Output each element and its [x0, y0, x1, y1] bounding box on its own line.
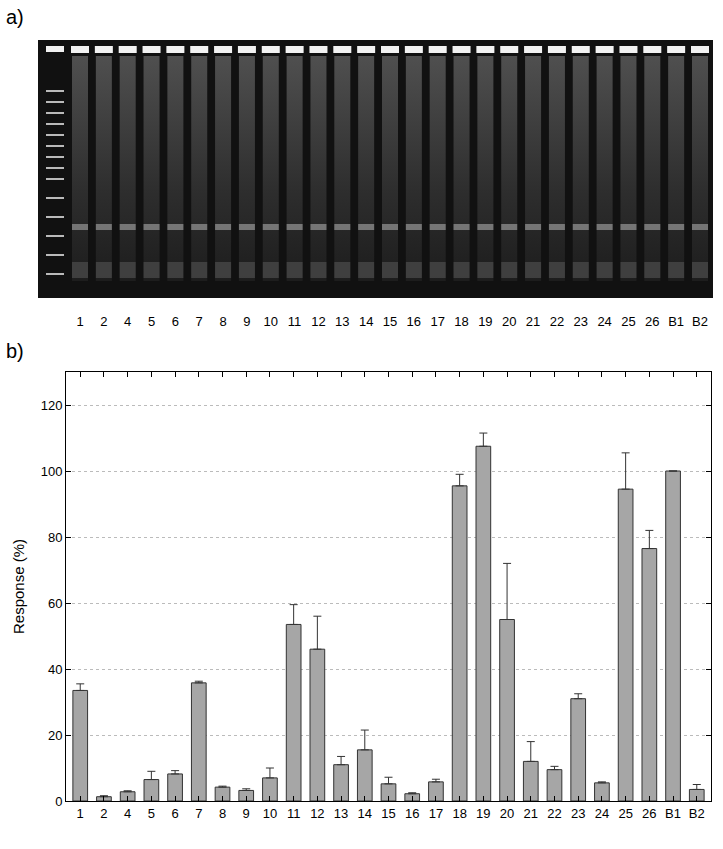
svg-text:13: 13 — [334, 806, 348, 821]
svg-text:60: 60 — [48, 596, 62, 611]
svg-text:13: 13 — [335, 314, 349, 329]
svg-text:4: 4 — [124, 314, 131, 329]
svg-text:10: 10 — [263, 806, 277, 821]
svg-text:14: 14 — [358, 806, 372, 821]
svg-text:25: 25 — [618, 806, 632, 821]
svg-text:2: 2 — [100, 314, 107, 329]
svg-text:B1: B1 — [668, 314, 684, 329]
svg-text:12: 12 — [310, 806, 324, 821]
svg-text:100: 100 — [41, 464, 63, 479]
svg-text:8: 8 — [219, 806, 226, 821]
svg-text:6: 6 — [171, 806, 178, 821]
svg-text:10: 10 — [264, 314, 278, 329]
svg-text:80: 80 — [48, 530, 62, 545]
svg-text:1: 1 — [76, 314, 83, 329]
svg-text:B1: B1 — [665, 806, 681, 821]
svg-text:19: 19 — [476, 806, 490, 821]
svg-text:7: 7 — [196, 314, 203, 329]
svg-text:11: 11 — [287, 806, 301, 821]
svg-text:Response (%): Response (%) — [10, 539, 27, 634]
svg-text:26: 26 — [642, 806, 656, 821]
svg-text:15: 15 — [383, 314, 397, 329]
svg-text:17: 17 — [429, 806, 443, 821]
svg-text:40: 40 — [48, 662, 62, 677]
svg-text:B2: B2 — [689, 806, 705, 821]
html-text:b): b) — [6, 340, 24, 362]
svg-text:24: 24 — [597, 314, 611, 329]
svg-text:26: 26 — [645, 314, 659, 329]
svg-text:21: 21 — [524, 806, 538, 821]
svg-text:19: 19 — [478, 314, 492, 329]
svg-text:5: 5 — [148, 806, 155, 821]
svg-text:18: 18 — [454, 314, 468, 329]
svg-text:16: 16 — [407, 314, 421, 329]
svg-text:11: 11 — [288, 314, 302, 329]
svg-text:4: 4 — [124, 806, 131, 821]
svg-text:16: 16 — [405, 806, 419, 821]
svg-text:25: 25 — [621, 314, 635, 329]
svg-text:9: 9 — [243, 314, 250, 329]
svg-text:15: 15 — [381, 806, 395, 821]
svg-text:20: 20 — [500, 806, 514, 821]
svg-text:7: 7 — [195, 806, 202, 821]
svg-text:23: 23 — [574, 314, 588, 329]
svg-text:23: 23 — [571, 806, 585, 821]
svg-text:6: 6 — [172, 314, 179, 329]
html-text:a): a) — [6, 6, 24, 28]
svg-text:22: 22 — [550, 314, 564, 329]
svg-text:5: 5 — [148, 314, 155, 329]
svg-text:0: 0 — [55, 794, 62, 809]
svg-text:2: 2 — [100, 806, 107, 821]
svg-text:9: 9 — [243, 806, 250, 821]
svg-text:18: 18 — [452, 806, 466, 821]
svg-text:120: 120 — [41, 398, 63, 413]
svg-text:14: 14 — [359, 314, 373, 329]
svg-text:24: 24 — [595, 806, 609, 821]
svg-text:20: 20 — [48, 728, 62, 743]
svg-text:21: 21 — [526, 314, 540, 329]
svg-text:8: 8 — [219, 314, 226, 329]
svg-text:12: 12 — [311, 314, 325, 329]
svg-text:1: 1 — [77, 806, 84, 821]
svg-text:20: 20 — [502, 314, 516, 329]
svg-text:B2: B2 — [692, 314, 708, 329]
svg-text:22: 22 — [547, 806, 561, 821]
svg-text:17: 17 — [430, 314, 444, 329]
